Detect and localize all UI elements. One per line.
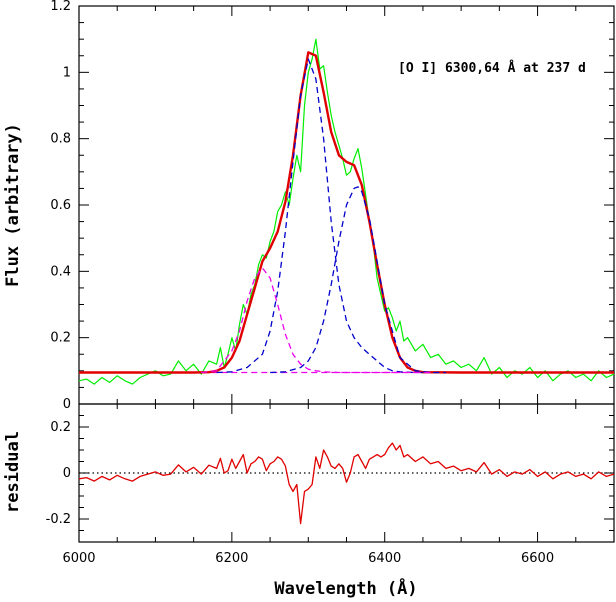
top-y-tick-labels: 0 0.2 0.4 0.6 0.8 1 1.2 [50,0,71,412]
y-tick-label: 0 [63,466,71,481]
y-tick-label: 0.4 [50,264,71,279]
x-tick-labels: 6000 6200 6400 6600 [62,551,554,566]
blue-component-line [201,267,431,374]
bottom-series-group [78,442,615,525]
observed-spectrum-line [78,38,615,385]
total-fit-line [79,51,614,374]
y-tick-label: 0 [63,397,71,412]
x-tick-label: 6200 [215,551,248,566]
y-tick-label: 1.2 [50,0,71,14]
y-tick-label: 0.2 [50,331,71,346]
top-panel-ticks [78,5,615,405]
bottom-y-axis-label: residual [3,431,23,513]
bottom-y-tick-labels: -0.2 0 0.2 [46,420,71,527]
y-tick-label: 0.2 [50,420,71,435]
central-component-line [216,58,431,374]
top-panel: 0 0.2 0.4 0.6 0.8 1 1.2 [O I] 6300,64 Å at 237… [3,0,615,412]
red-component-line [270,186,446,374]
y-tick-label: 0.8 [50,132,71,147]
y-tick-label: 1 [63,65,71,80]
x-axis-label: Wavelength (Å) [274,576,417,599]
bottom-panel: -0.2 0 0.2 6000 6200 6400 6600 residual Wavel… [3,403,615,599]
x-tick-label: 6600 [521,551,554,566]
x-tick-label: 6000 [62,551,95,566]
top-y-axis-label: Flux (arbitrary) [3,123,23,287]
line-annotation: [O I] 6300,64 Å at 237 d [398,60,586,76]
bottom-panel-ticks [78,403,615,543]
residual-line [78,442,615,525]
top-series-group [78,38,615,385]
x-tick-label: 6400 [368,551,401,566]
y-tick-label: 0.6 [50,198,71,213]
y-tick-label: -0.2 [46,512,71,527]
